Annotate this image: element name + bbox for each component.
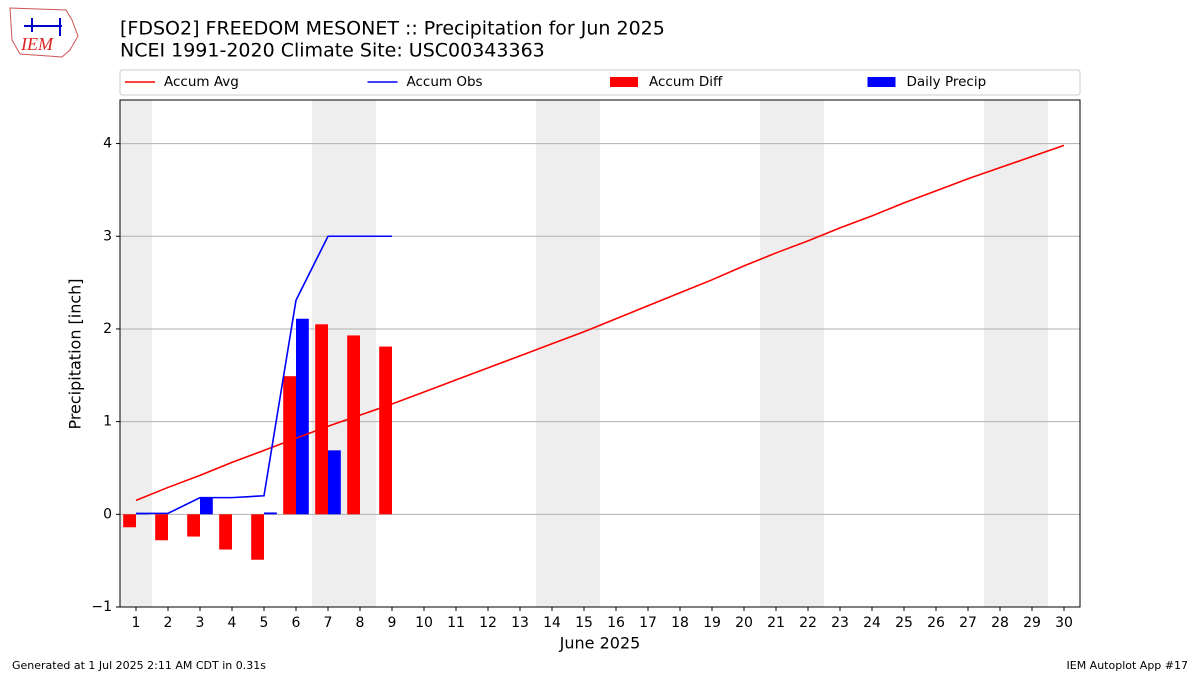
x-tick-label: 22	[799, 615, 817, 631]
bar	[251, 514, 264, 560]
bar	[296, 318, 309, 515]
bar	[264, 512, 277, 515]
x-tick-label: 18	[671, 615, 689, 631]
x-tick-label: 8	[356, 615, 365, 631]
x-tick-label: 4	[228, 615, 237, 631]
x-tick-label: 17	[639, 615, 657, 631]
bar	[219, 514, 232, 550]
x-tick-label: 30	[1055, 615, 1073, 631]
bar	[187, 514, 200, 537]
x-tick-label: 13	[511, 615, 529, 631]
legend-label: Accum Obs	[407, 74, 483, 90]
y-tick-label: −1	[91, 599, 112, 615]
legend-swatch	[610, 77, 638, 87]
weekend-band	[536, 100, 568, 607]
x-tick-label: 9	[388, 615, 397, 631]
weekend-band	[1016, 100, 1048, 607]
weekend-band	[984, 100, 1016, 607]
bar	[123, 514, 136, 528]
x-tick-label: 26	[927, 615, 945, 631]
weekend-band	[120, 100, 152, 607]
line	[135, 144, 1065, 502]
x-tick-label: 21	[767, 615, 785, 631]
footer-right: IEM Autoplot App #17	[1067, 659, 1189, 672]
x-axis-label: June 2025	[559, 634, 641, 653]
footer-left: Generated at 1 Jul 2025 2:11 AM CDT in 0…	[12, 659, 266, 672]
x-tick-label: 19	[703, 615, 721, 631]
bar	[347, 335, 360, 515]
x-tick-label: 2	[164, 615, 173, 631]
y-tick-label: 3	[103, 228, 112, 244]
bar	[200, 497, 213, 515]
logo-text: IEM	[20, 34, 54, 54]
legend-label: Daily Precip	[907, 74, 987, 90]
legend-swatch	[867, 77, 896, 87]
x-tick-label: 16	[607, 615, 625, 631]
y-tick-label: 4	[103, 136, 112, 152]
y-tick-label: 0	[103, 506, 112, 522]
legend-label: Accum Avg	[164, 74, 239, 90]
x-tick-label: 7	[324, 615, 333, 631]
x-tick-label: 23	[831, 615, 849, 631]
x-tick-label: 25	[895, 615, 913, 631]
x-tick-label: 20	[735, 615, 753, 631]
x-tick-label: 11	[447, 615, 465, 631]
y-tick-label: 1	[103, 414, 112, 430]
plot-frame	[119, 99, 1081, 608]
x-tick-label: 10	[415, 615, 433, 631]
y-axis-label: Precipitation [inch]	[66, 278, 85, 429]
logo: IEM	[9, 7, 79, 58]
x-tick-label: 12	[479, 615, 497, 631]
weekend-band	[760, 100, 792, 607]
bar	[315, 324, 328, 515]
x-tick-label: 28	[991, 615, 1009, 631]
bar	[283, 376, 296, 515]
x-tick-label: 3	[196, 615, 205, 631]
x-tick-label: 6	[292, 615, 301, 631]
x-tick-label: 15	[575, 615, 593, 631]
x-tick-label: 27	[959, 615, 977, 631]
x-tick-label: 1	[132, 615, 141, 631]
bar	[379, 346, 392, 515]
line	[136, 235, 392, 515]
chart-subtitle: NCEI 1991-2020 Climate Site: USC00343363	[120, 40, 545, 62]
weekend-band	[568, 100, 600, 607]
bar	[155, 514, 168, 541]
legend-box	[119, 69, 1081, 96]
chart-title: [FDSO2] FREEDOM MESONET :: Precipitation…	[120, 18, 665, 40]
x-tick-label: 29	[1023, 615, 1041, 631]
x-tick-label: 24	[863, 615, 881, 631]
legend-label: Accum Diff	[649, 74, 723, 90]
weekend-band	[792, 100, 824, 607]
x-tick-label: 5	[260, 615, 269, 631]
y-tick-label: 2	[103, 321, 112, 337]
x-tick-label: 14	[543, 615, 561, 631]
bar	[328, 450, 341, 515]
